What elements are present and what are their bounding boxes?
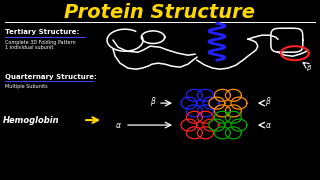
Text: α: α [116,121,121,130]
Text: α: α [265,121,270,130]
Text: β: β [306,65,310,71]
Text: Protein Structure: Protein Structure [65,3,255,22]
Text: 1 individual subunit: 1 individual subunit [5,45,53,50]
Text: Tertiary Structure:: Tertiary Structure: [5,29,79,35]
Text: Quarternary Structure:: Quarternary Structure: [5,74,97,80]
Text: Complete 3D Folding Pattern: Complete 3D Folding Pattern [5,40,76,45]
Text: β: β [149,97,155,106]
Text: Hemoglobin: Hemoglobin [3,116,60,125]
Text: Multiple Subunits: Multiple Subunits [5,84,48,89]
Text: β: β [265,97,270,106]
